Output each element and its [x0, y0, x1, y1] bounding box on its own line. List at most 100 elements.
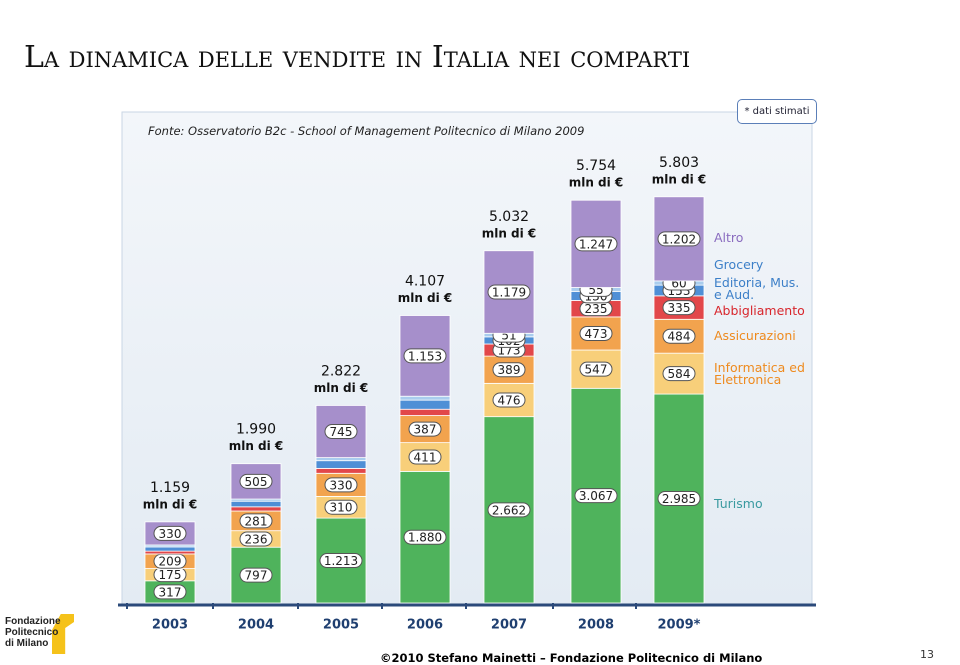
value-label: 330: [159, 527, 182, 541]
value-label-box: [239, 531, 273, 547]
value-label: 584: [668, 367, 691, 381]
value-label-box: [153, 525, 187, 541]
value-label-box: [153, 584, 187, 600]
bar-segment: [230, 500, 282, 508]
value-label: 209: [159, 555, 182, 569]
legend-entry: Abbigliamento: [714, 303, 805, 318]
value-label: 235: [585, 302, 608, 316]
value-label-box: [324, 424, 358, 440]
value-label-box: [239, 513, 273, 529]
total-unit: mln di €: [143, 497, 198, 511]
value-label-box: [579, 325, 613, 341]
value-label: 3.067: [579, 489, 613, 503]
legend-entry: Altro: [714, 230, 744, 245]
total-label: 4.107: [405, 274, 445, 290]
value-label-box: [662, 328, 696, 344]
total-label: 5.032: [489, 209, 529, 225]
value-label-box: [662, 366, 696, 382]
value-label: 281: [245, 514, 268, 528]
logo: Fondazione Politecnico di Milano: [5, 616, 61, 649]
value-label-box: [579, 361, 613, 377]
value-label: 389: [498, 363, 521, 377]
value-label: 2.985: [662, 492, 696, 506]
x-tick-label: 2003: [152, 618, 188, 633]
x-tick-label: 2006: [407, 618, 443, 633]
bar-segment: [399, 408, 451, 416]
value-label: 175: [159, 568, 182, 582]
value-label: 547: [585, 363, 608, 377]
total-unit: mln di €: [569, 176, 624, 190]
footer: ©2010 Stefano Mainetti – Fondazione Poli…: [380, 651, 763, 665]
value-label-box: [487, 502, 531, 518]
legend-entry: Editoria, Mus. e Aud.: [714, 275, 800, 302]
x-tick-label: 2004: [238, 618, 274, 633]
total-unit: mln di €: [482, 226, 537, 240]
x-tick-label: 2007: [491, 618, 527, 633]
value-label: 1.880: [408, 531, 442, 545]
value-label-box: [662, 300, 696, 316]
value-label: 387: [414, 423, 437, 437]
value-label-box: [492, 392, 526, 408]
bar-segment: [315, 460, 367, 469]
value-label: 476: [498, 394, 521, 408]
legend-entry: Informatica ed Elettronica: [714, 360, 805, 387]
value-label: 797: [245, 569, 268, 583]
value-label-box: [574, 236, 618, 252]
bar-segment: [399, 399, 451, 410]
total-label: 2.822: [321, 363, 361, 379]
total-label: 1.159: [150, 480, 190, 496]
value-label: 317: [159, 585, 182, 599]
value-label: 1.202: [662, 232, 696, 246]
x-tick-label: 2008: [578, 618, 614, 633]
plot-background: [121, 111, 813, 605]
total-label: 1.990: [236, 422, 276, 438]
value-label-box: [492, 362, 526, 378]
value-label-box: [408, 449, 442, 465]
total-unit: mln di €: [398, 291, 453, 305]
value-label: 505: [245, 475, 268, 489]
value-label: 335: [668, 301, 691, 315]
x-tick-label: 2005: [323, 618, 359, 633]
bar-segment: [315, 457, 367, 462]
bar-segment: [144, 546, 196, 552]
value-label: 1.179: [492, 286, 526, 300]
value-label: 1.247: [579, 237, 613, 251]
value-label: 1.213: [324, 554, 358, 568]
value-label: 236: [245, 532, 268, 546]
legend-entry: Turismo: [714, 496, 763, 511]
value-label: 473: [585, 327, 608, 341]
value-label-box: [324, 499, 358, 515]
value-label: 1.153: [408, 349, 442, 363]
total-unit: mln di €: [314, 381, 369, 395]
legend-entry: Grocery: [714, 257, 764, 272]
total-unit: mln di €: [652, 172, 707, 186]
value-label: 745: [330, 425, 353, 439]
value-label-box: [657, 231, 701, 247]
value-label: 2.662: [492, 503, 526, 517]
bar-segment: [399, 395, 451, 401]
value-label-box: [403, 348, 447, 364]
page-number: 13: [920, 648, 934, 661]
total-unit: mln di €: [229, 439, 284, 453]
value-label-box: [657, 491, 701, 507]
bar-segment: [144, 550, 196, 555]
value-label: 330: [330, 478, 353, 492]
value-label-box: [319, 553, 363, 569]
source: Fonte: Osservatorio B2c - School of Mana…: [148, 124, 585, 138]
value-label: 411: [414, 451, 437, 465]
legend-entry: Assicurazioni: [714, 328, 796, 343]
value-label: 310: [330, 501, 353, 515]
total-label: 5.803: [659, 155, 699, 171]
bar-segment: [570, 316, 622, 351]
value-label: 484: [668, 330, 691, 344]
value-label-box: [239, 473, 273, 489]
value-label-box: [408, 421, 442, 437]
total-label: 5.754: [576, 158, 616, 174]
value-label-box: [403, 529, 447, 545]
bar-segment: [315, 467, 367, 474]
value-label-box: [239, 567, 273, 583]
value-label-box: [487, 284, 531, 300]
x-tick-label: 2009*: [658, 618, 701, 633]
